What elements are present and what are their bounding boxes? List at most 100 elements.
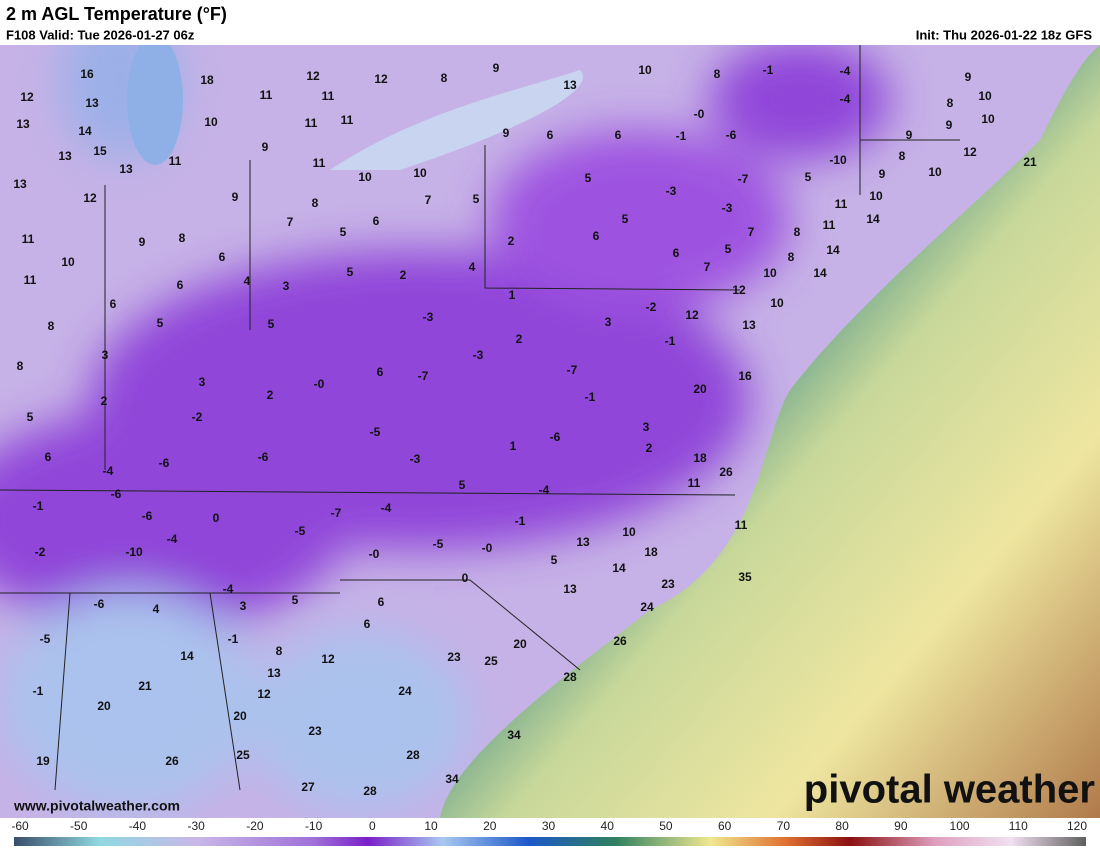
colorbar-tick-label: 40 bbox=[601, 819, 615, 833]
temperature-label: -4 bbox=[167, 532, 178, 546]
temperature-label: 5 bbox=[585, 171, 592, 185]
temperature-label: -2 bbox=[192, 410, 203, 424]
temperature-label: 1 bbox=[509, 288, 516, 302]
temperature-label: 8 bbox=[899, 149, 906, 163]
temperature-label: 3 bbox=[605, 315, 612, 329]
temperature-label: 20 bbox=[513, 637, 527, 651]
temperature-label: 12 bbox=[20, 90, 34, 104]
temperature-label: -4 bbox=[539, 483, 550, 497]
temperature-label: 8 bbox=[179, 231, 186, 245]
colorbar-tick-label: 20 bbox=[483, 819, 497, 833]
boundaries bbox=[0, 45, 960, 791]
colorbar-tick-label: 100 bbox=[950, 819, 970, 833]
temperature-label: 4 bbox=[244, 274, 251, 288]
temperature-label: 11 bbox=[823, 218, 836, 232]
map-background bbox=[0, 45, 1100, 818]
temperature-label: 21 bbox=[1023, 155, 1037, 169]
temperature-label: -6 bbox=[258, 450, 269, 464]
colorbar-tick-label: 110 bbox=[1009, 819, 1028, 833]
init-time: Init: Thu 2026-01-22 18z GFS bbox=[916, 27, 1093, 42]
temperature-label: -6 bbox=[142, 509, 153, 523]
temperature-label: 27 bbox=[301, 780, 315, 794]
temperature-label: 20 bbox=[97, 699, 111, 713]
temperature-label: 13 bbox=[576, 535, 590, 549]
temperature-label: -6 bbox=[550, 430, 561, 444]
temperature-label: 11 bbox=[835, 197, 848, 211]
temperature-label: 8 bbox=[794, 225, 801, 239]
temperature-label: 12 bbox=[732, 283, 746, 297]
temperature-label: 11 bbox=[305, 116, 318, 130]
temperature-label: 13 bbox=[267, 666, 281, 680]
temperature-label: -0 bbox=[314, 377, 325, 391]
temperature-label: -1 bbox=[763, 63, 774, 77]
temperature-label: 14 bbox=[866, 212, 880, 226]
temperature-label: 14 bbox=[78, 124, 92, 138]
temperature-label: -0 bbox=[694, 107, 705, 121]
temperature-label: 21 bbox=[138, 679, 152, 693]
temperature-label: 6 bbox=[673, 246, 680, 260]
temperature-label: 9 bbox=[139, 235, 146, 249]
colorbar bbox=[14, 837, 1086, 846]
temperature-label: 28 bbox=[563, 670, 577, 684]
colorbar-tick-label: -20 bbox=[246, 819, 264, 833]
temperature-label: -4 bbox=[223, 582, 234, 596]
temperature-label: -2 bbox=[646, 300, 657, 314]
temperature-label: 18 bbox=[644, 545, 658, 559]
temperature-label: 8 bbox=[48, 319, 55, 333]
temperature-label: 19 bbox=[36, 754, 50, 768]
temperature-label: 11 bbox=[169, 154, 182, 168]
colorbar-tick-label: -10 bbox=[305, 819, 323, 833]
temperature-label: 7 bbox=[704, 260, 711, 274]
website[interactable]: www.pivotalweather.com bbox=[13, 798, 180, 814]
ocean bbox=[440, 45, 1100, 818]
temperature-label: 6 bbox=[219, 250, 226, 264]
temperature-label: 5 bbox=[725, 242, 732, 256]
brand: pivotal weather bbox=[804, 768, 1095, 812]
temperature-label: 8 bbox=[714, 67, 721, 81]
temperature-label: -0 bbox=[482, 541, 493, 555]
temperature-label: 8 bbox=[788, 250, 795, 264]
temperature-label: 6 bbox=[364, 617, 371, 631]
colorbar-tick-label: 80 bbox=[835, 819, 849, 833]
temperature-label: 12 bbox=[83, 191, 97, 205]
temperature-label: 34 bbox=[507, 728, 521, 742]
temperature-label: -4 bbox=[381, 501, 392, 515]
colorbar-ticks: -60 -50 -40 -30 -20 -10 0 10 20 30 40 50 60 70 80 90 100… bbox=[11, 819, 1087, 833]
temperature-label: 26 bbox=[719, 465, 733, 479]
temperature-label: 26 bbox=[613, 634, 627, 648]
temperature-label: 6 bbox=[373, 214, 380, 228]
temperature-label: -3 bbox=[722, 201, 733, 215]
temperature-label: 6 bbox=[615, 128, 622, 142]
temperature-label: 5 bbox=[157, 316, 164, 330]
temperature-label: 10 bbox=[413, 166, 427, 180]
temperature-label: 9 bbox=[262, 140, 269, 154]
temperature-label: 34 bbox=[445, 772, 459, 786]
temperature-label: 5 bbox=[551, 553, 558, 567]
temperature-label: 2 bbox=[101, 394, 108, 408]
temperature-label: -1 bbox=[665, 334, 676, 348]
valid-time: F108 Valid: Tue 2026-01-27 06z bbox=[6, 27, 195, 42]
temperature-label: 6 bbox=[593, 229, 600, 243]
colorbar-tick-label: -50 bbox=[70, 819, 88, 833]
temperature-label: 5 bbox=[268, 317, 275, 331]
temperature-label: 28 bbox=[406, 748, 420, 762]
temperature-label: 8 bbox=[276, 644, 283, 658]
temperature-label: 7 bbox=[287, 215, 294, 229]
temperature-label: 15 bbox=[93, 144, 107, 158]
temperature-label: -6 bbox=[159, 456, 170, 470]
temperature-label: 25 bbox=[236, 748, 250, 762]
temperature-label: 3 bbox=[199, 375, 206, 389]
temperature-label: 9 bbox=[965, 70, 972, 84]
temperature-label: -10 bbox=[829, 153, 847, 167]
temperature-label: -3 bbox=[473, 348, 484, 362]
temperature-label: 5 bbox=[340, 225, 347, 239]
temperature-label: 5 bbox=[27, 410, 34, 424]
temperature-label: -3 bbox=[423, 310, 434, 324]
temperature-label: 23 bbox=[661, 577, 675, 591]
temperature-label: -7 bbox=[331, 506, 342, 520]
temperature-label: 11 bbox=[313, 156, 326, 170]
temperature-label: -5 bbox=[370, 425, 381, 439]
colorbar-tick-label: 0 bbox=[369, 819, 376, 833]
temperature-label: -5 bbox=[295, 524, 306, 538]
